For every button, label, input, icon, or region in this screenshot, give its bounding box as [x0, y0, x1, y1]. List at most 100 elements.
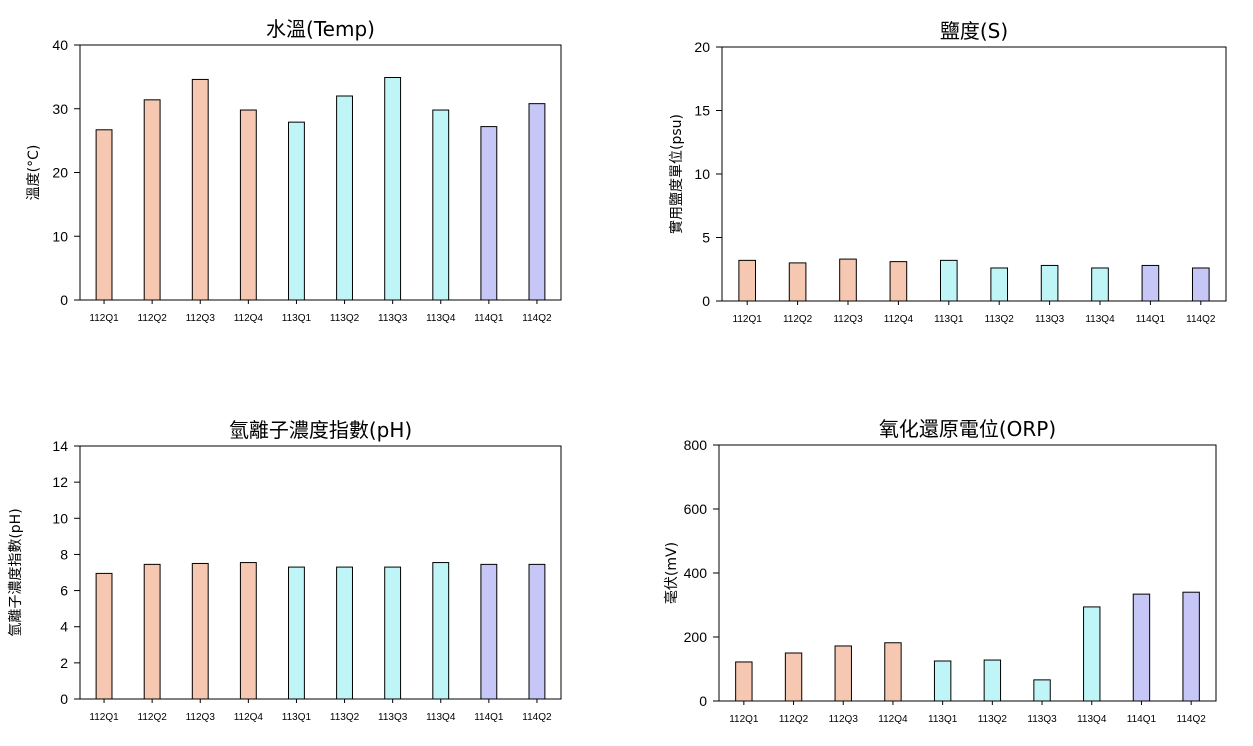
bar-114Q2: [528, 563, 546, 700]
bar-112Q4: [239, 562, 257, 700]
y-axis-label: 毫伏(mV): [663, 542, 680, 604]
x-tick-label: 112Q2: [779, 714, 809, 725]
bar-113Q3: [1040, 264, 1059, 302]
y-tick-label: 10: [52, 510, 68, 526]
y-tick-label: 14: [52, 438, 68, 454]
x-tick-label: 114Q1: [1127, 714, 1157, 725]
x-tick-label: 112Q3: [186, 712, 216, 723]
chart-title: 氧化還原電位(ORP): [879, 417, 1056, 441]
y-tick-label: 30: [52, 101, 68, 117]
chart-title: 水溫(Temp): [266, 17, 375, 41]
bar-112Q2: [788, 262, 807, 302]
x-tick-label: 113Q2: [330, 313, 360, 324]
x-tick-label: 114Q1: [1136, 314, 1166, 325]
bar-112Q2: [143, 563, 161, 700]
x-tick-label: 113Q4: [1077, 714, 1107, 725]
x-tick-label: 112Q2: [138, 313, 168, 324]
y-tick-label: 40: [52, 37, 68, 53]
x-tick-label: 112Q1: [89, 313, 119, 324]
bar-113Q2: [990, 267, 1009, 302]
bar-113Q3: [384, 77, 402, 301]
bar-114Q1: [1132, 593, 1151, 702]
bar-113Q2: [336, 566, 353, 700]
x-tick-label: 113Q2: [330, 712, 360, 723]
x-tick-label: 113Q3: [378, 712, 408, 723]
y-tick-label: 400: [684, 565, 708, 581]
bar-112Q4: [889, 261, 908, 302]
x-tick-label: 114Q1: [474, 712, 504, 723]
x-tick-label: 113Q3: [1027, 714, 1057, 725]
bar-112Q1: [95, 129, 113, 301]
bar-114Q2: [1182, 591, 1200, 702]
x-tick-label: 113Q4: [1085, 314, 1115, 325]
plot-frame: [79, 445, 562, 700]
bar-112Q1: [738, 259, 757, 302]
y-tick-label: 0: [699, 693, 707, 709]
x-tick-label: 112Q1: [729, 714, 759, 725]
bar-113Q4: [432, 109, 450, 301]
bar-112Q1: [95, 572, 113, 700]
x-tick-label: 113Q4: [426, 712, 456, 723]
bar-114Q1: [1141, 264, 1160, 302]
x-tick-label: 112Q1: [733, 314, 763, 325]
bar-113Q4: [432, 562, 450, 700]
x-tick-label: 114Q2: [522, 712, 552, 723]
chart-panel-4: 氧化還原電位(ORP) 毫伏(mV) 0 200 400 600 800 112Q1 112Q2…: [663, 417, 1217, 725]
x-tick-label: 114Q2: [1177, 714, 1207, 725]
bar-112Q3: [839, 258, 857, 302]
bar-112Q1: [735, 661, 753, 702]
bar-112Q4: [239, 109, 257, 301]
y-tick-label: 15: [694, 103, 710, 119]
x-tick-label: 114Q1: [474, 313, 504, 324]
x-tick-label: 112Q3: [186, 313, 216, 324]
bar-113Q4: [1083, 606, 1101, 702]
bar-112Q2: [143, 99, 161, 301]
y-tick-label: 8: [60, 546, 68, 562]
x-tick-label: 112Q4: [878, 714, 908, 725]
x-tick-label: 113Q1: [282, 712, 312, 723]
bar-114Q2: [1191, 267, 1210, 302]
x-tick-label: 112Q4: [884, 314, 914, 325]
chart-title: 鹽度(S): [940, 19, 1008, 43]
chart-panel-1: 水溫(Temp) 溫度(°C) 0 10 20 30 40 112Q1 112Q2 112Q3 11…: [26, 17, 562, 324]
x-tick-label: 112Q3: [829, 714, 859, 725]
bar-114Q1: [480, 126, 498, 301]
y-axis-label: 溫度(°C): [26, 145, 42, 201]
x-tick-label: 113Q1: [282, 313, 312, 324]
bar-113Q3: [1033, 679, 1051, 702]
y-tick-label: 200: [684, 629, 708, 645]
bar-112Q2: [784, 652, 803, 702]
x-tick-label: 113Q1: [934, 314, 964, 325]
y-tick-label: 600: [684, 501, 708, 517]
y-tick-label: 0: [60, 292, 68, 308]
bar-113Q2: [336, 95, 353, 301]
x-tick-label: 112Q4: [234, 313, 264, 324]
bar-114Q1: [480, 563, 498, 700]
y-tick-label: 20: [694, 39, 710, 55]
x-tick-label: 114Q2: [522, 313, 552, 324]
y-tick-label: 12: [52, 474, 68, 490]
x-tick-label: 113Q3: [378, 313, 408, 324]
bar-112Q3: [834, 645, 852, 702]
bar-113Q3: [384, 566, 402, 700]
bar-113Q1: [288, 121, 305, 301]
y-tick-label: 2: [60, 655, 68, 671]
y-tick-label: 6: [60, 583, 68, 599]
bar-112Q4: [884, 642, 902, 702]
y-tick-label: 20: [52, 165, 68, 181]
y-tick-label: 0: [702, 293, 710, 309]
chart-panel-3: 氫離子濃度指數(pH) 氫離子濃度指數(pH) 0 2 4 6 8 10 12 14 112Q1 11…: [7, 418, 562, 723]
x-tick-label: 113Q4: [426, 313, 456, 324]
y-tick-label: 10: [694, 166, 710, 182]
y-tick-label: 800: [684, 437, 708, 453]
bar-113Q1: [288, 566, 305, 700]
x-tick-label: 113Q1: [928, 714, 958, 725]
x-tick-label: 112Q4: [234, 712, 264, 723]
x-tick-label: 112Q2: [138, 712, 168, 723]
y-axis-label: 實用鹽度單位(psu): [668, 114, 685, 234]
x-tick-label: 113Q2: [978, 714, 1008, 725]
bar-113Q4: [1091, 267, 1109, 302]
bar-114Q2: [528, 103, 546, 301]
y-tick-label: 4: [60, 619, 68, 635]
